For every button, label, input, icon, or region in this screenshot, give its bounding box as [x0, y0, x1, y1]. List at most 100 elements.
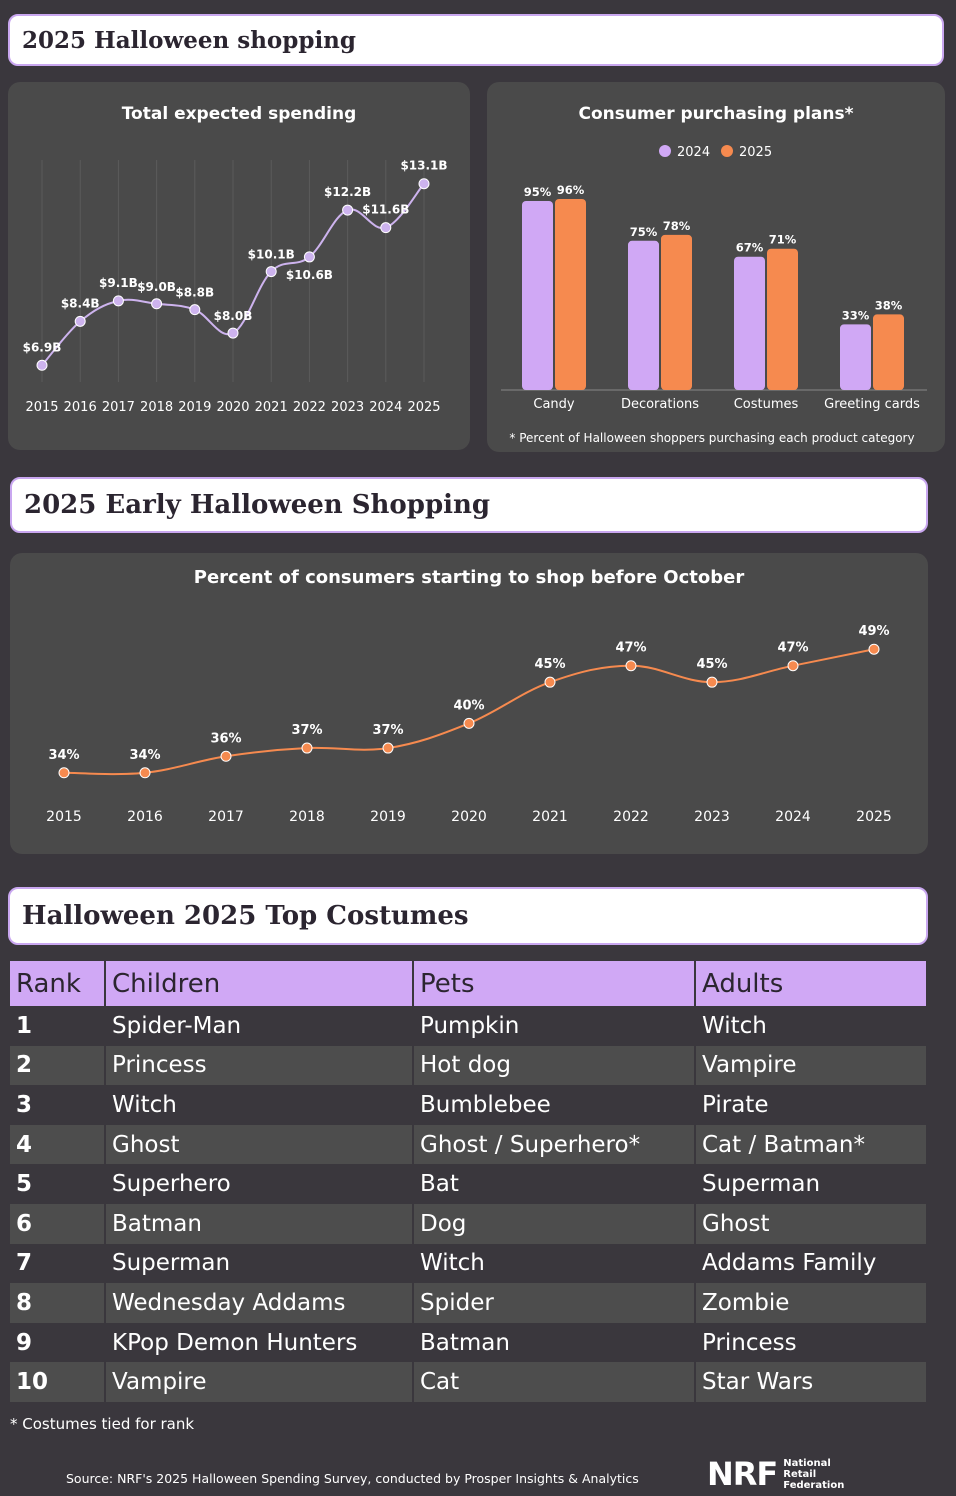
table-row: 5 Superhero Bat Superman: [10, 1164, 928, 1204]
header-rank: Rank: [10, 961, 106, 1006]
cell-children: Superman: [105, 1243, 414, 1284]
data-label: $11.6B: [362, 203, 409, 217]
cell-adults: Witch: [695, 1006, 928, 1046]
data-point: [74, 315, 86, 327]
x-tick-label: 2022: [293, 400, 326, 415]
data-label: 36%: [210, 731, 241, 746]
chart-title-early: Percent of consumers starting to shop be…: [193, 567, 745, 588]
nrf-logo-sub-3: Federation: [783, 1479, 845, 1491]
section-banner-top: 2025 Halloween shopping: [8, 14, 944, 66]
x-tick-label: 2025: [856, 809, 892, 825]
table-row: 10 Vampire Cat Star Wars: [10, 1362, 928, 1402]
x-tick-label: 2019: [370, 809, 406, 825]
nrf-logo: NRF National Retail Federation: [707, 1454, 844, 1494]
cell-pets: Pumpkin: [413, 1006, 696, 1046]
cell-children: Witch: [105, 1085, 414, 1125]
header-adults: Adults: [695, 961, 928, 1006]
cell-adults: Pirate: [695, 1085, 928, 1125]
cell-children: Wednesday Addams: [105, 1283, 414, 1323]
table-row: 2 Princess Hot dog Vampire: [10, 1045, 928, 1086]
data-point: [189, 304, 201, 316]
cell-pets: Dog: [413, 1203, 696, 1244]
x-tick-label: Greeting cards: [824, 397, 920, 412]
bar: [661, 234, 692, 390]
bar: [522, 200, 553, 390]
data-label: $8.0B: [214, 309, 253, 323]
bar-label: 33%: [842, 308, 870, 322]
section-title-early: 2025 Early Halloween Shopping: [24, 490, 491, 520]
data-label: 45%: [534, 657, 565, 672]
data-label: $9.1B: [99, 276, 138, 290]
section-title-top: 2025 Halloween shopping: [22, 26, 356, 54]
plans-bar-chart: 2024 2025 95% 96% Candy 75% 78% Decorations 67% 7…: [501, 145, 927, 445]
table-row: 1 Spider-Man Pumpkin Witch: [10, 1006, 928, 1046]
data-point: [342, 204, 354, 216]
chart-footnote: * Percent of Halloween shoppers purchasi…: [509, 431, 914, 445]
cell-rank: 1: [10, 1006, 106, 1046]
x-tick-label: 2021: [532, 809, 568, 825]
data-point: [463, 717, 475, 729]
bar: [767, 248, 798, 390]
early-shopping-panel: Percent of consumers starting to shop be…: [10, 553, 928, 854]
table-row: 4 Ghost Ghost / Superhero* Cat / Batman*: [10, 1124, 928, 1165]
bar-label: 67%: [736, 241, 764, 255]
bar-label: 95%: [524, 185, 552, 199]
bar-label: 75%: [630, 225, 658, 239]
x-tick-label: 2022: [613, 809, 649, 825]
data-label: $10.1B: [248, 248, 295, 262]
source-note: Source: NRF's 2025 Halloween Spending Su…: [66, 1471, 639, 1486]
total-spending-panel: Total expected spending $6.9B 2015 $8.4B 20…: [8, 82, 470, 450]
x-tick-label: 2017: [102, 400, 135, 415]
chart-title-plans: Consumer purchasing plans*: [578, 104, 854, 124]
x-tick-label: Costumes: [734, 397, 799, 412]
data-point: [303, 251, 315, 263]
data-label: 45%: [696, 657, 727, 672]
data-point: [220, 750, 232, 762]
data-point: [380, 222, 392, 234]
table-header-row: Rank Children Pets Adults: [10, 961, 928, 1006]
cell-rank: 5: [10, 1164, 106, 1204]
data-point: [58, 767, 70, 779]
cell-rank: 8: [10, 1283, 106, 1323]
data-label: 37%: [372, 723, 403, 738]
x-tick-label: 2020: [216, 400, 249, 415]
data-point: [151, 298, 163, 310]
data-label: $8.8B: [175, 286, 214, 300]
cell-pets: Hot dog: [413, 1045, 696, 1086]
x-tick-label: 2018: [140, 400, 173, 415]
data-point: [227, 327, 239, 339]
bar: [873, 314, 904, 390]
cell-adults: Cat / Batman*: [695, 1124, 928, 1165]
cell-rank: 4: [10, 1124, 106, 1165]
data-label: 40%: [453, 698, 484, 713]
cell-children: Ghost: [105, 1124, 414, 1165]
header-children: Children: [105, 961, 414, 1006]
section-title-costumes: Halloween 2025 Top Costumes: [22, 901, 469, 931]
legend: 2024 2025: [659, 145, 772, 160]
x-tick-label: 2025: [407, 400, 440, 415]
bar: [555, 199, 586, 390]
costumes-table: Rank Children Pets Adults 1 Spider-Man Pum…: [10, 961, 928, 1402]
header-pets: Pets: [413, 961, 696, 1006]
x-tick-label: 2016: [64, 400, 97, 415]
table-row: 7 Superman Witch Addams Family: [10, 1243, 928, 1284]
legend-swatch: [721, 145, 733, 157]
section-banner-costumes: Halloween 2025 Top Costumes: [8, 887, 928, 945]
cell-children: KPop Demon Hunters: [105, 1322, 414, 1363]
cell-rank: 6: [10, 1203, 106, 1244]
data-label: $13.1B: [400, 159, 447, 173]
x-tick-label: 2024: [369, 400, 402, 415]
bar-label: 96%: [557, 183, 585, 197]
legend-label: 2025: [739, 145, 772, 160]
data-point: [706, 676, 718, 688]
x-tick-label: 2015: [25, 400, 58, 415]
section-banner-early: 2025 Early Halloween Shopping: [10, 477, 928, 533]
cell-pets: Cat: [413, 1362, 696, 1402]
x-tick-label: Decorations: [621, 397, 699, 412]
data-point: [265, 266, 277, 278]
bar: [840, 324, 871, 390]
data-label: 49%: [858, 624, 889, 639]
data-label: 34%: [48, 748, 79, 763]
cell-pets: Witch: [413, 1243, 696, 1284]
cell-pets: Batman: [413, 1322, 696, 1363]
